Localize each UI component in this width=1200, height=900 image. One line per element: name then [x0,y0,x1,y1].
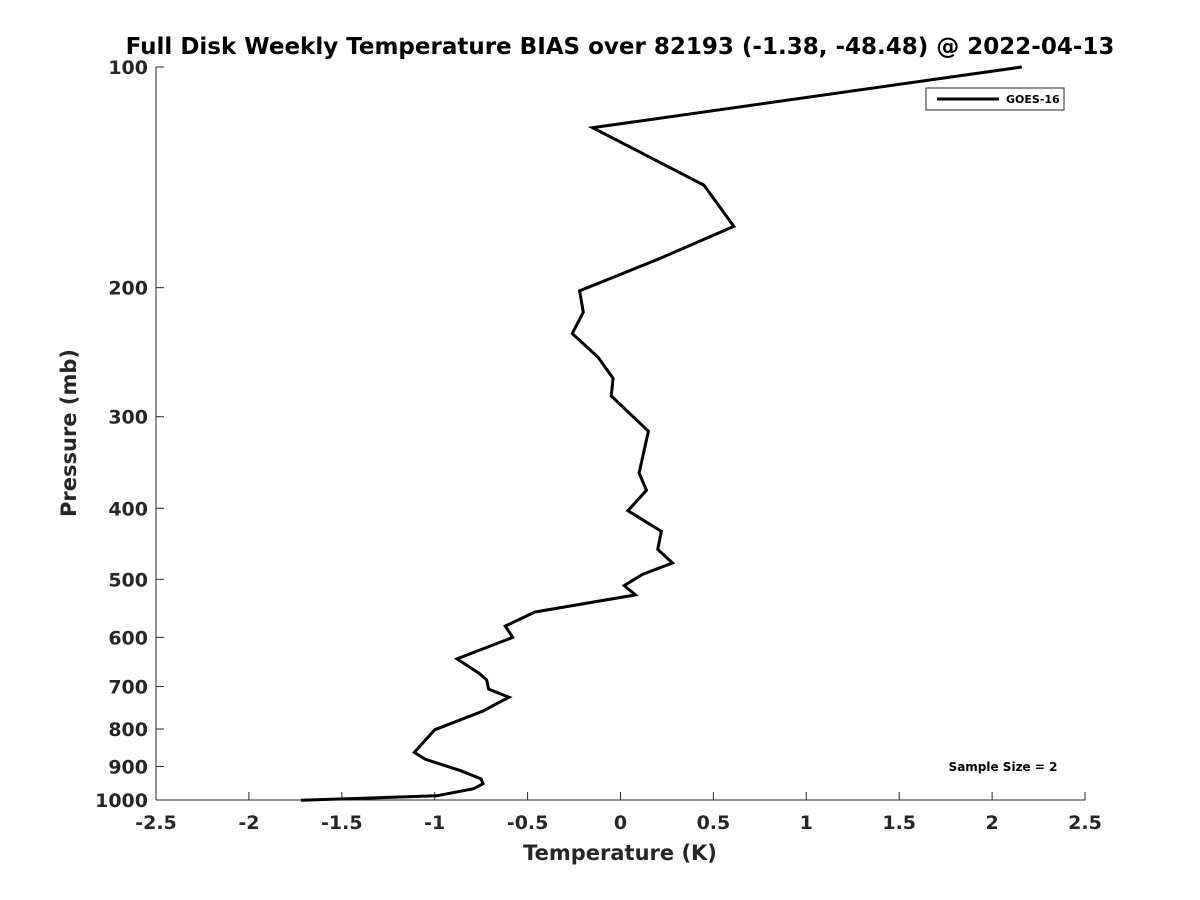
legend-entry-goes-16: GOES-16 [1006,93,1060,106]
y-ticks: 100 200 300 400 500 600 700 800 900 1000 [95,57,164,812]
series-layer [300,65,1023,802]
y-tick-label: 900 [108,756,148,778]
x-tick-label: 2 [985,812,998,834]
x-tick-label: -1 [424,812,445,834]
y-tick-label: 300 [108,407,148,429]
legend: GOES-16 [925,87,1065,111]
x-tick-label: -1.5 [321,812,363,834]
x-tick-label: -2.5 [135,812,177,834]
y-tick-label: 400 [108,498,148,520]
x-tick-label: 2.5 [1068,812,1102,834]
x-tick-label: 1 [800,812,813,834]
plot-area [156,67,1085,800]
x-tick-label: 0 [614,812,627,834]
x-ticks: -2.5 -2 -1.5 -1 -0.5 0 0.5 1 1.5 2 2.5 [135,792,1102,834]
y-tick-label: 800 [108,719,148,741]
y-tick-label: 700 [108,676,148,698]
x-tick-label: -0.5 [507,812,549,834]
y-axis-label: Pressure (mb) [57,349,81,517]
y-tick-label: 600 [108,627,148,649]
x-axis-label: Temperature (K) [523,841,717,865]
x-tick-label: -2 [238,812,259,834]
y-tick-label: 500 [108,569,148,591]
sample-size-annotation: Sample Size = 2 [949,760,1058,774]
x-tick-label: 0.5 [697,812,731,834]
y-tick-label: 100 [108,57,148,79]
x-tick-label: 1.5 [882,812,916,834]
y-tick-label: 1000 [95,790,148,812]
chart-title: Full Disk Weekly Temperature BIAS over 8… [126,34,1115,60]
y-tick-label: 200 [108,278,148,300]
series-line-goes-16 [300,65,1023,802]
